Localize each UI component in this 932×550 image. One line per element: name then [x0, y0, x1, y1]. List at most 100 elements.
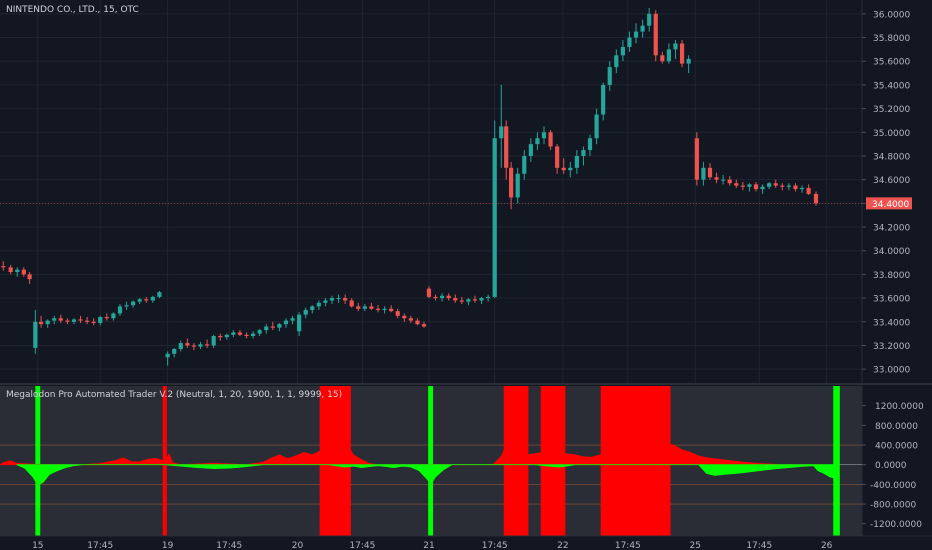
indicator-tick-label: -400.0000 — [870, 481, 916, 491]
candle-body — [91, 321, 96, 323]
candle-body — [303, 309, 308, 315]
candle-body — [71, 319, 77, 322]
signal-bar-green — [833, 386, 840, 536]
candle-body — [686, 58, 691, 64]
indicator-axis[interactable]: 1200.0000 800.0000 400.0000 0.0000 -400.0000… — [862, 402, 924, 530]
candle-body — [257, 330, 262, 334]
candle-body — [421, 324, 427, 327]
time-tick-label: 17:45 — [216, 541, 242, 550]
candle-body — [528, 144, 533, 156]
candle-body — [459, 300, 464, 302]
candle-body — [165, 353, 170, 358]
time-tick-label: 17:45 — [615, 541, 641, 550]
time-tick-label: 25 — [689, 541, 700, 550]
price-tick-label: 35.8000 — [873, 34, 910, 44]
time-tick-label: 19 — [162, 541, 174, 550]
candle-body — [316, 302, 321, 307]
last-price-tag — [866, 197, 912, 210]
price-tick-label: 35.2000 — [873, 105, 910, 115]
candle-body — [466, 299, 471, 302]
candle-body — [104, 317, 109, 319]
candle-body — [653, 13, 658, 56]
candle-body — [224, 334, 229, 338]
candle-body — [479, 298, 484, 301]
indicator-tick-label: -800.0000 — [870, 501, 916, 511]
candle-body — [813, 193, 819, 204]
main-chart-title: NINTENDO CO., LTD., 15, OTC — [6, 5, 139, 15]
candle-body — [290, 318, 295, 321]
candle-body — [172, 349, 177, 354]
candle-body — [65, 320, 70, 322]
candle-body — [541, 132, 547, 139]
indicator-tick-label: 0.0000 — [875, 461, 907, 471]
candle-body — [740, 185, 745, 187]
last-price-marker: 34.4000 — [0, 197, 912, 210]
candle-body — [343, 298, 348, 301]
candle-body — [211, 335, 216, 346]
candle-body — [707, 167, 713, 178]
candle-body — [277, 324, 282, 328]
candle-body — [620, 47, 625, 56]
candle-body — [555, 146, 560, 168]
candle-body — [382, 308, 387, 310]
price-tick-label: 34.6000 — [873, 176, 910, 186]
candle-body — [297, 314, 302, 332]
price-axis[interactable]: 36.0000 35.8000 35.6000 35.4000 35.2000 35.00… — [862, 10, 910, 376]
candle-body — [178, 343, 183, 350]
candle-body — [486, 296, 491, 299]
price-tick-label: 34.2000 — [873, 224, 910, 234]
candle-body — [1, 266, 6, 268]
candle-body — [218, 335, 223, 338]
indicator-title: Megalodon Pro Automated Trader V.2 (Neut… — [6, 390, 342, 400]
candle-body — [21, 269, 26, 275]
candle-body — [433, 296, 438, 299]
candle-body — [714, 177, 719, 180]
candle-body — [237, 332, 243, 335]
candle-body — [198, 344, 203, 347]
price-tick-label: 33.8000 — [873, 271, 910, 281]
price-tick-label: 35.4000 — [873, 81, 910, 91]
price-tick-label: 34.0000 — [873, 247, 910, 257]
candle-body — [773, 183, 778, 186]
oscillator-area-green — [16, 464, 839, 486]
candle-body — [124, 305, 129, 307]
candle-body — [780, 185, 785, 187]
candle-body — [349, 300, 354, 307]
indicator-tick-label: 400.0000 — [875, 442, 918, 452]
indicator-tick-label: -1200.0000 — [870, 520, 922, 530]
price-tick-label: 34.8000 — [873, 152, 910, 162]
candle-body — [701, 167, 706, 180]
time-tick-label: 20 — [292, 541, 304, 550]
candle-body — [679, 43, 685, 64]
price-tick-label: 36.0000 — [873, 10, 910, 20]
time-tick-label: 17:45 — [87, 541, 113, 550]
time-tick-label: 22 — [557, 541, 568, 550]
candle-body — [581, 150, 586, 156]
candle-body — [270, 326, 275, 328]
candle-body — [561, 167, 566, 171]
candle-body — [793, 185, 798, 190]
candle-body — [747, 184, 752, 187]
candle-body — [144, 299, 149, 301]
candle-body — [753, 184, 759, 190]
candle-body — [369, 306, 374, 309]
time-axis[interactable]: 15 17:45 19 17:45 20 17:45 21 17:45 22 17:45 25 17:… — [0, 535, 932, 550]
candle-body — [15, 269, 20, 273]
candle-body — [408, 318, 413, 321]
candle-body — [389, 308, 394, 312]
indicator-tick-label: 1200.0000 — [875, 402, 924, 412]
signal-bar-green — [428, 386, 434, 536]
candle-body — [85, 320, 90, 322]
candle-body — [492, 138, 497, 297]
indicator-tick-label: 800.0000 — [875, 422, 918, 432]
candle-body — [375, 308, 381, 310]
time-tick-label: 15 — [32, 541, 43, 550]
time-axis-background — [0, 536, 932, 550]
candle-body — [244, 334, 249, 336]
candle-body — [504, 126, 509, 168]
candle-body — [767, 183, 772, 187]
candle-body — [33, 321, 38, 348]
last-price-label: 34.4000 — [872, 200, 909, 210]
candle-body — [472, 299, 478, 301]
